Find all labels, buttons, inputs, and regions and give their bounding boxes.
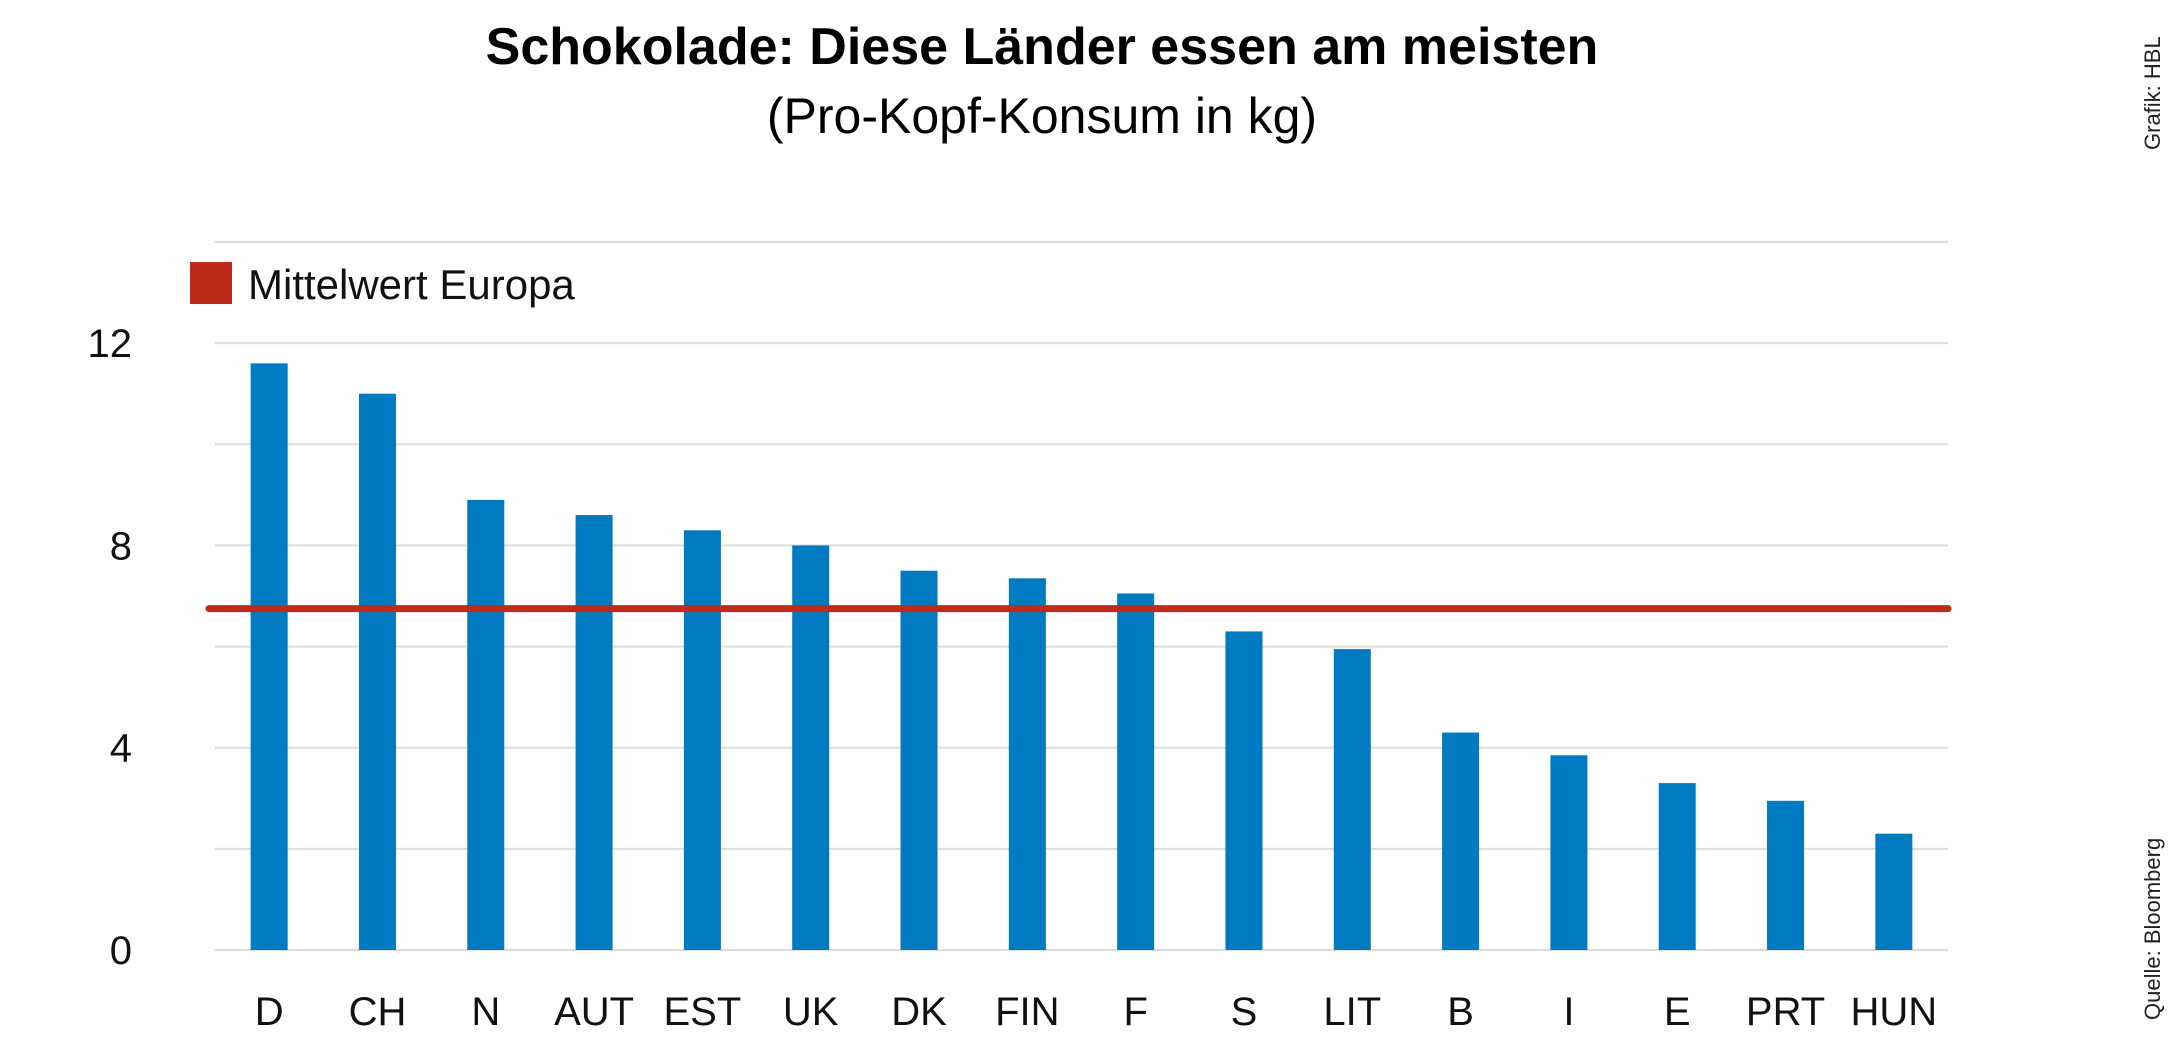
chart-subtitle: (Pro-Kopf-Konsum in kg) [767, 88, 1317, 144]
bar-d [250, 363, 288, 950]
y-tick-label: 8 [110, 524, 132, 568]
x-tick-label: UK [783, 990, 839, 1034]
bar-hun [1875, 833, 1913, 950]
bar-ch [358, 393, 396, 950]
bar-f [1117, 593, 1155, 950]
bar-uk [792, 545, 830, 950]
x-tick-label: I [1563, 990, 1574, 1034]
bar-n [467, 499, 505, 950]
bar-prt [1767, 800, 1805, 950]
x-tick-label: F [1123, 990, 1147, 1034]
bar-lit [1333, 649, 1371, 950]
bars [250, 363, 1913, 950]
x-tick-label: DK [891, 990, 947, 1034]
y-tick-label: 12 [88, 322, 133, 366]
y-tick-label: 4 [110, 727, 132, 771]
x-tick-label: CH [349, 990, 407, 1034]
x-tick-label: D [255, 990, 284, 1034]
credit-label: Grafik: HBL [2140, 36, 2165, 150]
x-tick-label: N [471, 990, 500, 1034]
x-tick-label: S [1231, 990, 1258, 1034]
x-tick-label: AUT [554, 990, 634, 1034]
bar-b [1442, 732, 1480, 950]
x-tick-label: HUN [1851, 990, 1938, 1034]
bar-aut [575, 515, 613, 950]
bar-s [1225, 631, 1263, 950]
x-tick-label: EST [664, 990, 742, 1034]
x-tick-label: E [1664, 990, 1691, 1034]
y-axis-ticks: 0 4 8 12 [88, 322, 133, 973]
bar-fin [1008, 578, 1046, 950]
legend: Mittelwert Europa [190, 261, 575, 308]
bar-dk [900, 570, 938, 950]
x-axis-labels: D CH N AUT EST UK DK FIN F S LIT B I E PRT HUN [255, 990, 1937, 1034]
x-tick-label: LIT [1323, 990, 1381, 1034]
x-tick-label: PRT [1746, 990, 1825, 1034]
bar-est [683, 530, 721, 950]
y-tick-label: 0 [110, 929, 132, 973]
x-tick-label: FIN [995, 990, 1059, 1034]
source-label: Quelle: Bloomberg [2140, 838, 2165, 1020]
chart-title: Schokolade: Diese Länder essen am meiste… [486, 18, 1599, 76]
bar-e [1658, 783, 1696, 950]
legend-swatch [190, 262, 232, 304]
legend-label: Mittelwert Europa [248, 261, 575, 308]
bar-i [1550, 755, 1588, 950]
x-tick-label: B [1447, 990, 1474, 1034]
